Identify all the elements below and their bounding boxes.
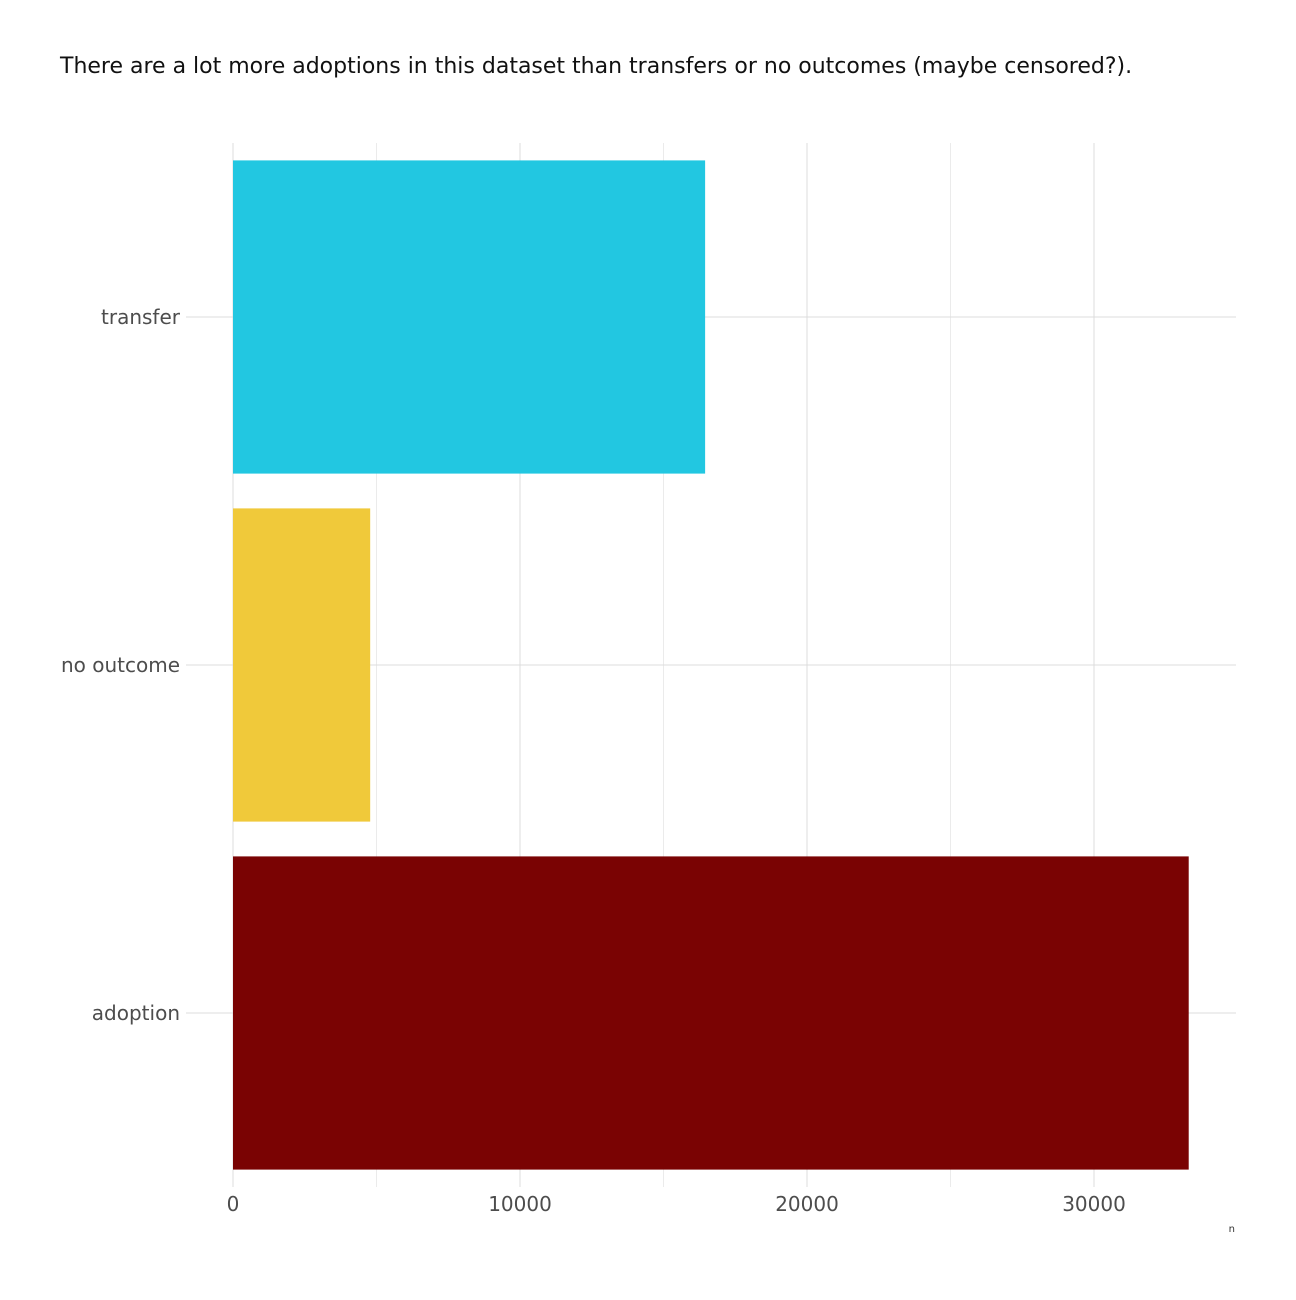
x-tick-label: 10000 <box>488 1192 552 1216</box>
chart-title: There are a lot more adoptions in this d… <box>60 54 1133 79</box>
y-tick-label: adoption <box>92 1001 180 1025</box>
x-tick-label: 20000 <box>775 1192 839 1216</box>
y-tick-label: transfer <box>101 305 181 329</box>
bar-transfer <box>233 160 706 474</box>
bars <box>233 160 1189 1170</box>
bar-no-outcome <box>233 508 371 822</box>
x-axis-labels: 0 10000 20000 30000 <box>227 1192 1126 1216</box>
bar-adoption <box>233 856 1189 1170</box>
y-tick-label: no outcome <box>61 653 180 677</box>
x-tick-label: 30000 <box>1062 1192 1126 1216</box>
x-tick-label: 0 <box>227 1192 240 1216</box>
y-axis-labels: transfer no outcome adoption <box>61 305 181 1025</box>
x-axis-title: n <box>1229 1224 1235 1235</box>
